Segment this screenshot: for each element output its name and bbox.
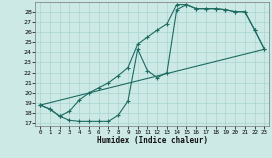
X-axis label: Humidex (Indice chaleur): Humidex (Indice chaleur): [97, 136, 208, 145]
